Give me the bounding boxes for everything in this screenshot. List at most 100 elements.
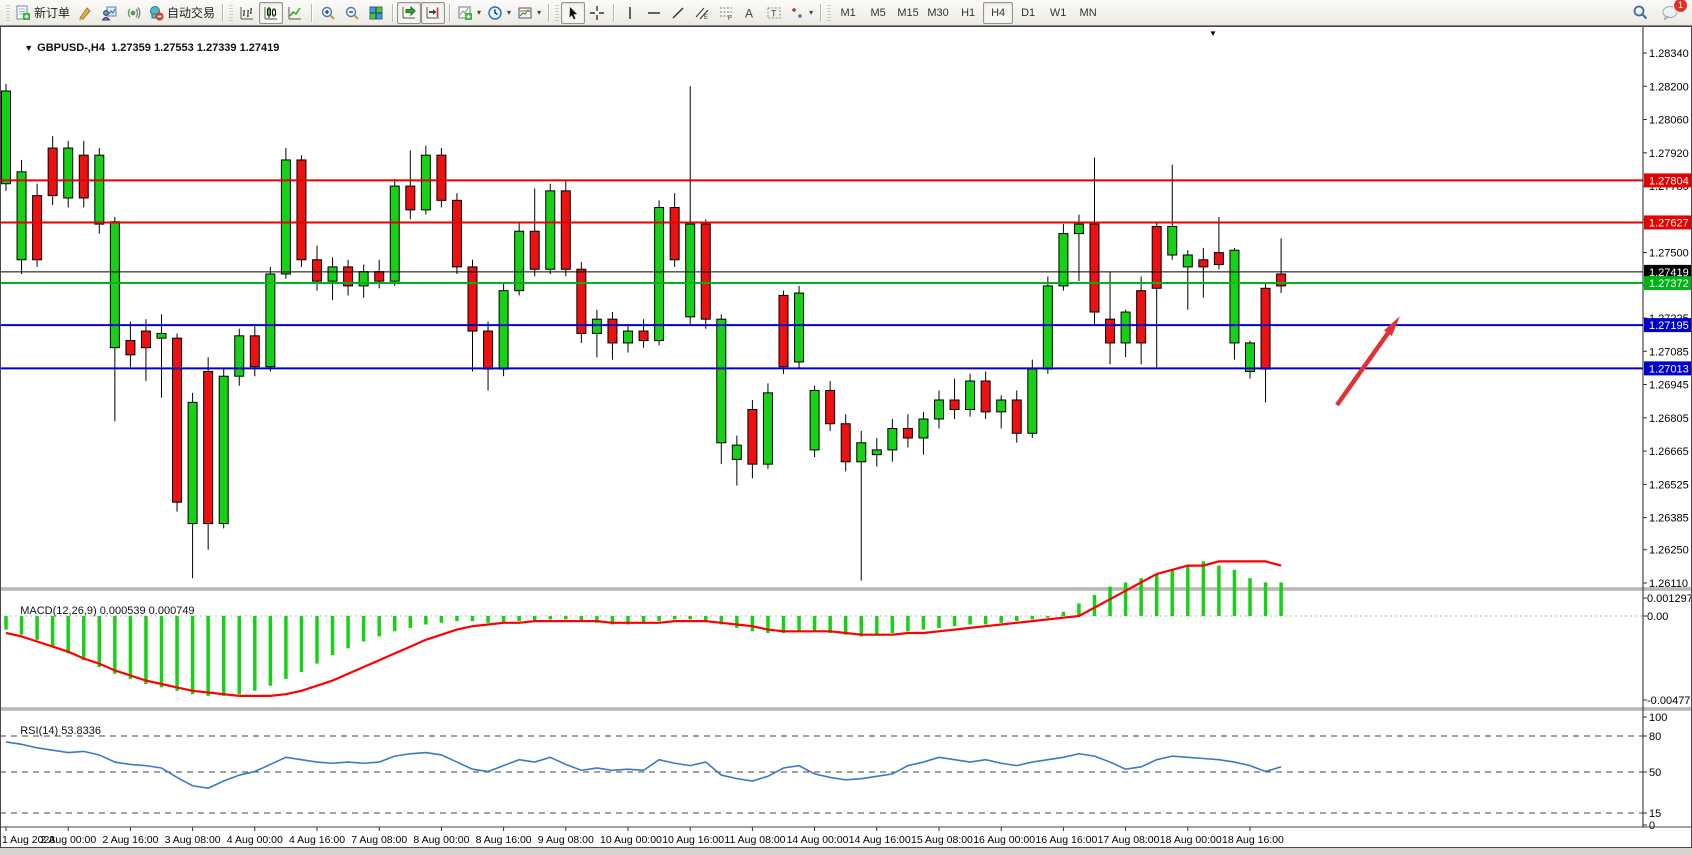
svg-text:2 Aug 00:00: 2 Aug 00:00 [40,834,96,846]
toolbar-grip[interactable] [6,4,10,21]
svg-text:100: 100 [1649,712,1667,724]
crosshair-button[interactable] [585,2,609,24]
text-icon: A [745,6,753,20]
quote-low: 1.27339 [196,42,237,54]
toolbar: 新订单 自动交易 [0,0,1692,26]
svg-text:16 Aug 00:00: 16 Aug 00:00 [973,834,1035,846]
svg-text:14 Aug 16:00: 14 Aug 16:00 [849,834,911,846]
line-chart-button[interactable] [283,2,307,24]
timeframe-h4-button[interactable]: H4 [983,1,1014,24]
svg-text:9 Aug 08:00: 9 Aug 08:00 [538,834,594,846]
price-axis: 1.283401.282001.280601.279201.277801.276… [1643,48,1692,590]
svg-text:1.27627: 1.27627 [1649,217,1689,229]
equidistant-channel-button[interactable]: E [690,2,714,24]
svg-text:18 Aug 16:00: 18 Aug 16:00 [1222,834,1284,846]
indicators-button[interactable]: ▾ [454,2,484,24]
templates-button[interactable]: ▾ [514,2,544,24]
timeframe-m5-button[interactable]: M5 [870,6,886,19]
timeframe-mn-button[interactable]: MN [1079,6,1097,19]
market-button[interactable] [97,2,121,24]
auto-scroll-icon [402,5,416,18]
bar-chart-button[interactable] [235,2,259,24]
svg-text:1.27085: 1.27085 [1649,346,1689,358]
svg-text:8 Aug 16:00: 8 Aug 16:00 [476,834,532,846]
candles [1,83,1287,581]
timeframe-h1-button[interactable]: H1 [961,6,976,19]
arrow-head [1384,316,1400,336]
chart-window[interactable]: 1.283401.282001.280601.279201.277801.276… [0,26,1692,855]
text-label-button[interactable]: T [762,2,786,24]
svg-text:E: E [704,15,708,21]
arrows-dropdown-icon[interactable]: ▾ [809,8,814,17]
collapse-triangle-icon[interactable]: ▼ [24,43,34,53]
svg-text:3 Aug 08:00: 3 Aug 08:00 [165,834,221,846]
autotrading-button[interactable]: 自动交易 [145,2,218,24]
price-badge-1.27804 [1644,173,1692,188]
svg-text:11 Aug 08:00: 11 Aug 08:00 [724,834,785,846]
new-order-label: 新订单 [34,6,71,20]
arrows-button[interactable]: ▾ [786,2,816,24]
signals-button[interactable] [121,2,145,24]
styler-button[interactable] [73,2,97,24]
horizontal-line-button[interactable] [642,2,666,24]
svg-text:80: 80 [1649,731,1661,743]
indicators-dropdown-icon[interactable]: ▾ [477,8,482,17]
trendline-icon [672,6,684,19]
periods-button[interactable]: ▾ [484,2,514,24]
price-level-lines[interactable] [0,179,1643,370]
trendline-button[interactable] [666,2,690,24]
svg-text:-0.004777: -0.004777 [1647,695,1692,707]
timeframe-w1-button[interactable]: W1 [1049,6,1067,19]
quote-close: 1.27419 [239,42,280,54]
cursor-button[interactable] [561,1,586,24]
zoom-out-icon [345,6,359,20]
timeframe-d1-button[interactable]: D1 [1021,6,1036,19]
new-order-button[interactable]: 新订单 [12,2,73,24]
horizontal-line-icon [648,11,661,14]
vertical-line-icon [629,6,631,19]
bar-chart-icon [240,6,254,19]
text-button[interactable]: A [738,2,762,24]
svg-text:F: F [728,15,732,21]
chart-canvas[interactable]: 1.283401.282001.280601.279201.277801.276… [0,26,1692,855]
svg-text:10 Aug 00:00: 10 Aug 00:00 [600,834,662,846]
templates-dropdown-icon[interactable]: ▾ [537,8,542,17]
svg-text:1.26665: 1.26665 [1649,446,1689,458]
vertical-line-button[interactable] [618,2,642,24]
zoom-out-button[interactable] [340,2,364,24]
arrow-shaft[interactable] [1335,324,1395,407]
svg-text:1.26250: 1.26250 [1649,545,1689,557]
macd-main-value: 0.000539 [99,605,146,617]
svg-text:14 Aug 00:00: 14 Aug 00:00 [787,834,849,846]
timeframe-m15-button[interactable]: M15 [897,6,919,19]
tile-windows-button[interactable] [364,2,388,24]
search-button[interactable] [1628,2,1652,24]
chart-shift-button[interactable] [421,1,446,24]
zoom-in-icon [321,6,335,20]
price-badge-1.27419 [1644,264,1692,279]
trend-annotation-arrow[interactable] [1335,316,1400,407]
timeframe-m1-button[interactable]: M1 [840,6,856,19]
crayon-icon [79,6,91,21]
chart-top-marker: ▼ [1209,29,1217,38]
cursor-icon [569,6,578,19]
timeframe-m30-button[interactable]: M30 [927,6,949,19]
svg-text:1 Aug 2023: 1 Aug 2023 [2,834,55,846]
zoom-in-button[interactable] [316,2,340,24]
notifications-button[interactable]: 1 [1658,0,1688,24]
fibonacci-button[interactable]: F [714,2,738,24]
macd-indicator-label: MACD(12,26,9) 0.000539 0.000749 [20,605,195,617]
svg-text:7 Aug 08:00: 7 Aug 08:00 [351,834,407,846]
candlestick-chart-button[interactable] [259,1,284,24]
svg-text:A: A [745,6,753,20]
svg-text:2 Aug 16:00: 2 Aug 16:00 [102,834,158,846]
tile-windows-icon [369,6,383,19]
person-chart-icon [101,6,117,20]
arrows-icon [792,7,802,18]
macd-signal-line [5,560,1282,698]
auto-scroll-button[interactable] [397,1,422,24]
svg-text:4 Aug 16:00: 4 Aug 16:00 [289,834,345,846]
svg-text:T: T [771,8,777,18]
periods-dropdown-icon[interactable]: ▾ [507,8,512,17]
